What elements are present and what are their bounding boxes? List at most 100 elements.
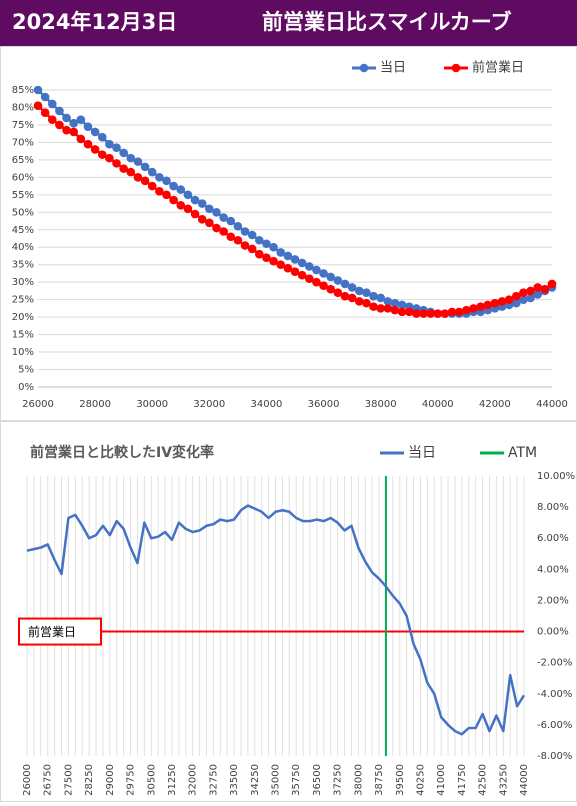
marker (354, 297, 364, 306)
marker (105, 139, 114, 149)
marker (47, 115, 57, 124)
marker (526, 293, 535, 303)
marker (112, 143, 121, 152)
x-tick-label: 26000 (22, 399, 54, 410)
marker (183, 190, 193, 200)
x-tick-label: 30500 (146, 764, 157, 796)
marker (247, 244, 257, 254)
x-tick-label: 42500 (478, 764, 489, 796)
marker (90, 127, 100, 137)
marker (226, 216, 236, 226)
marker (312, 265, 321, 275)
marker (326, 272, 335, 282)
marker (519, 295, 528, 304)
y-tick-label: 65% (12, 155, 34, 166)
y-tick-label: 40% (12, 242, 34, 253)
marker (533, 290, 543, 299)
marker (297, 270, 307, 280)
marker (347, 283, 357, 292)
marker (469, 304, 478, 313)
marker (147, 167, 157, 177)
x-tick-label: 30000 (136, 399, 168, 410)
marker (219, 213, 228, 222)
y-tick-label: 60% (12, 172, 34, 183)
marker (362, 298, 371, 308)
marker (176, 185, 186, 194)
marker (547, 279, 557, 289)
marker (412, 309, 421, 318)
marker (283, 263, 293, 273)
x-tick-label: 31250 (167, 764, 178, 796)
x-tick-label: 32000 (188, 764, 199, 796)
marker (62, 113, 71, 123)
header-date: 2024年12月3日 (12, 10, 177, 34)
x-tick-label: 26000 (22, 764, 33, 796)
marker (519, 288, 528, 297)
marker (283, 251, 293, 261)
marker (276, 260, 286, 270)
marker (33, 85, 43, 95)
x-tick-label: 44000 (536, 399, 568, 410)
marker (126, 167, 136, 177)
marker (212, 223, 221, 233)
series-line (26, 504, 526, 736)
y-tick-label: 10% (12, 347, 34, 358)
x-tick-label: 33500 (229, 764, 240, 796)
y-tick-label: 20% (12, 312, 34, 323)
marker (369, 291, 378, 301)
marker (340, 279, 350, 289)
marker (312, 277, 321, 287)
marker (290, 267, 300, 276)
marker (447, 307, 457, 317)
header-title: 前営業日比スマイルカーブ (262, 10, 511, 34)
marker (276, 248, 286, 257)
marker (162, 190, 171, 200)
y-tick-label: 4.00% (537, 564, 569, 575)
y-tick-label: 0.00% (537, 627, 569, 638)
marker (97, 150, 107, 159)
y-tick-label: -2.00% (537, 658, 572, 669)
marker (47, 99, 57, 109)
x-tick-label: 26750 (43, 764, 54, 796)
marker (304, 262, 314, 271)
marker (197, 199, 207, 208)
marker (119, 164, 128, 173)
y-tick-label: 10.00% (537, 471, 575, 482)
marker (304, 274, 314, 283)
marker (426, 309, 435, 318)
marker (169, 195, 178, 205)
chart-title: 前営業日と比較したIV変化率 (30, 444, 214, 461)
marker (526, 286, 535, 296)
marker (90, 145, 100, 154)
x-tick-label: 40000 (422, 399, 454, 410)
x-tick-label: 32750 (208, 764, 219, 796)
marker (133, 173, 143, 182)
marker (347, 293, 357, 303)
marker (376, 304, 385, 313)
marker (383, 297, 393, 306)
marker (397, 307, 407, 317)
marker (540, 284, 550, 294)
marker (147, 181, 157, 191)
marker (262, 239, 271, 249)
x-tick-label: 34250 (250, 764, 261, 796)
marker (155, 187, 164, 196)
marker (362, 288, 371, 297)
marker (462, 305, 471, 315)
x-tick-label: 38000 (353, 764, 364, 796)
legend-marker (451, 63, 461, 73)
marker (205, 218, 214, 228)
marker (40, 108, 50, 118)
marker (483, 300, 493, 310)
marker (190, 209, 200, 219)
x-tick-label: 41750 (457, 764, 468, 796)
marker (76, 115, 86, 124)
y-tick-label: 85% (12, 85, 34, 96)
marker (69, 118, 78, 128)
marker (297, 258, 307, 268)
x-tick-label: 29000 (105, 764, 116, 796)
x-tick-label: 43250 (498, 764, 509, 796)
marker (262, 253, 271, 263)
marker (83, 122, 93, 131)
